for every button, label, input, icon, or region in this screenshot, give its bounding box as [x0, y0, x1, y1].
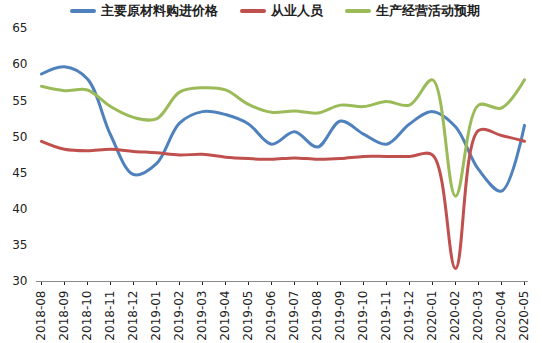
- svg-text:60: 60: [12, 57, 27, 71]
- svg-text:2019-03: 2019-03: [195, 291, 209, 341]
- svg-text:2018-08: 2018-08: [34, 291, 48, 341]
- svg-text:2019-12: 2019-12: [402, 291, 416, 341]
- svg-text:45: 45: [12, 166, 27, 180]
- html-text:主要原材料购进价格: 主要原材料购进价格: [101, 3, 218, 18]
- svg-text:30: 30: [12, 274, 27, 288]
- svg-text:2018-12: 2018-12: [126, 291, 140, 341]
- svg-text:2019-04: 2019-04: [218, 291, 232, 341]
- svg-text:50: 50: [12, 130, 27, 144]
- svg-text:2019-06: 2019-06: [264, 291, 278, 341]
- svg-text:2019-01: 2019-01: [149, 291, 163, 341]
- svg-text:65: 65: [12, 22, 27, 35]
- svg-text:40: 40: [12, 202, 27, 216]
- svg-text:2020-04: 2020-04: [494, 291, 508, 341]
- svg-text:2019-07: 2019-07: [287, 291, 301, 341]
- svg-text:2019-11: 2019-11: [379, 291, 393, 341]
- svg-text:2018-09: 2018-09: [57, 291, 71, 341]
- html-text:从业人员: 从业人员: [271, 3, 323, 18]
- svg-text:2018-10: 2018-10: [80, 291, 94, 341]
- svg-text:2020-05: 2020-05: [517, 291, 531, 341]
- svg-text:55: 55: [12, 94, 27, 108]
- svg-text:35: 35: [12, 238, 27, 252]
- svg-text:2019-08: 2019-08: [310, 291, 324, 341]
- svg-text:2020-03: 2020-03: [471, 291, 485, 341]
- svg-text:2019-10: 2019-10: [356, 291, 370, 341]
- svg-text:2019-09: 2019-09: [333, 291, 347, 341]
- svg-text:2020-02: 2020-02: [448, 291, 462, 341]
- svg-text:2020-01: 2020-01: [425, 291, 439, 341]
- html-text:生产经营活动预期: 生产经营活动预期: [376, 3, 480, 18]
- svg-text:2019-05: 2019-05: [241, 291, 255, 341]
- svg-text:2019-02: 2019-02: [172, 291, 186, 341]
- svg-text:2018-11: 2018-11: [103, 291, 117, 341]
